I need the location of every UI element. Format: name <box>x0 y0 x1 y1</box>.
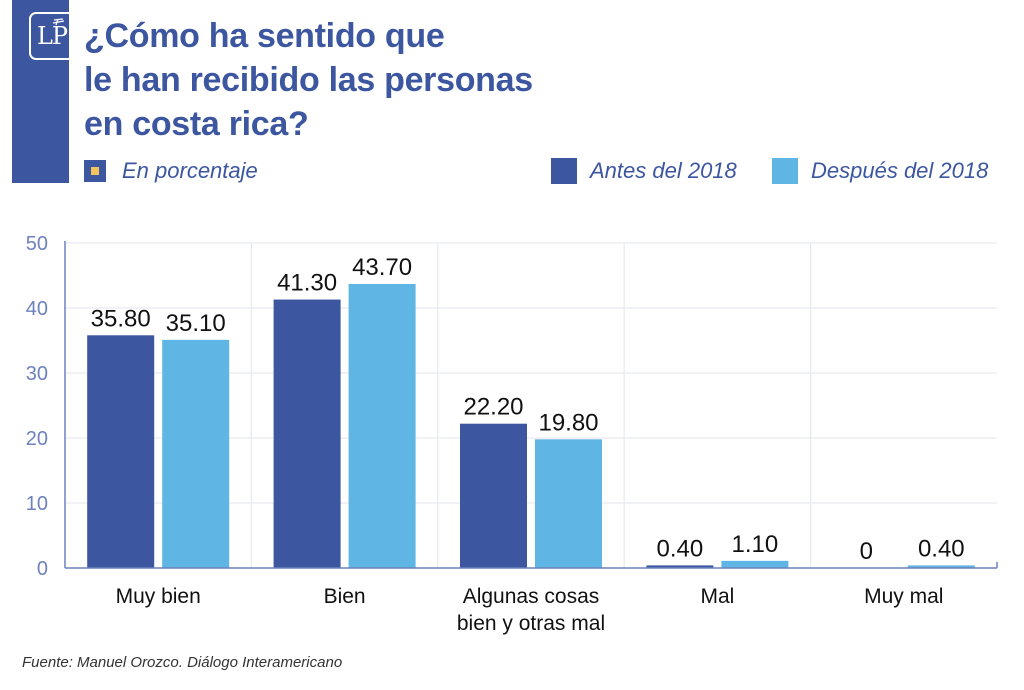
unit-note: En porcentaje <box>84 158 258 184</box>
bar-antes-2018 <box>646 565 714 568</box>
brand-side-bar: LP <box>12 0 75 183</box>
data-label: 22.20 <box>463 394 523 421</box>
y-tick-label: 40 <box>26 298 48 320</box>
y-tick-label: 10 <box>26 493 48 515</box>
unit-label: En porcentaje <box>122 158 258 183</box>
logo-text: LP <box>36 22 68 50</box>
legend-label-after: Después del 2018 <box>811 158 989 183</box>
logo-mark-icon <box>52 18 65 26</box>
x-tick-label: Mal <box>700 585 734 608</box>
chart-title: ¿Cómo ha sentido que le han recibido las… <box>84 14 533 146</box>
title-line: en costa rica? <box>84 105 309 143</box>
x-tick-label: bien y otras mal <box>457 612 605 635</box>
y-tick-label: 0 <box>37 558 48 580</box>
bar-antes-2018 <box>273 299 341 568</box>
x-tick-label: Muy bien <box>116 585 201 608</box>
legend-label-before: Antes del 2018 <box>590 158 737 183</box>
data-label: 35.10 <box>166 310 226 337</box>
bar-despues-2018 <box>721 560 789 568</box>
data-label: 0.40 <box>657 535 704 562</box>
bar-antes-2018 <box>460 423 527 568</box>
source-note: Fuente: Manuel Orozco. Diálogo Interamer… <box>22 654 343 671</box>
title-line: le han recibido las personas <box>84 61 533 99</box>
legend-item-after: Después del 2018 <box>772 158 988 184</box>
data-label: 41.30 <box>277 270 337 297</box>
logo: LP <box>29 12 75 60</box>
data-label: 35.80 <box>91 305 151 332</box>
y-tick-label: 50 <box>26 233 48 255</box>
title-line: ¿Cómo ha sentido que <box>84 17 445 55</box>
x-tick-label: Bien <box>324 585 366 608</box>
data-label: 19.80 <box>538 409 598 436</box>
data-label: 1.10 <box>732 531 779 558</box>
bar-despues-2018 <box>907 565 975 568</box>
data-label: 43.70 <box>352 254 412 281</box>
bar-despues-2018 <box>348 283 416 568</box>
legend-item-before: Antes del 2018 <box>551 158 737 184</box>
bar-despues-2018 <box>535 439 602 568</box>
y-tick-label: 20 <box>26 428 48 450</box>
x-tick-label: Muy mal <box>864 585 943 608</box>
y-tick-label: 30 <box>26 363 48 385</box>
data-label: 0.40 <box>918 535 965 562</box>
bar-antes-2018 <box>87 335 155 568</box>
x-tick-label: Algunas cosas <box>463 585 600 608</box>
bar-despues-2018 <box>162 339 230 568</box>
unit-bullet-icon <box>84 160 106 182</box>
legend-swatch-before <box>551 158 577 184</box>
legend-swatch-after <box>772 158 798 184</box>
data-label: 0 <box>860 538 873 565</box>
